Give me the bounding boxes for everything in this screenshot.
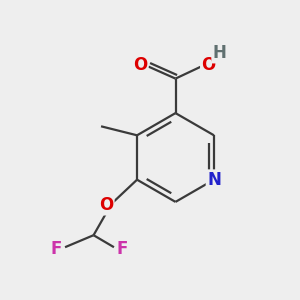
Text: F: F bbox=[51, 240, 62, 258]
Text: N: N bbox=[207, 171, 221, 189]
Text: O: O bbox=[99, 196, 113, 214]
Text: H: H bbox=[213, 44, 226, 62]
Text: O: O bbox=[133, 56, 147, 74]
Text: F: F bbox=[117, 240, 128, 258]
Text: O: O bbox=[201, 56, 216, 74]
